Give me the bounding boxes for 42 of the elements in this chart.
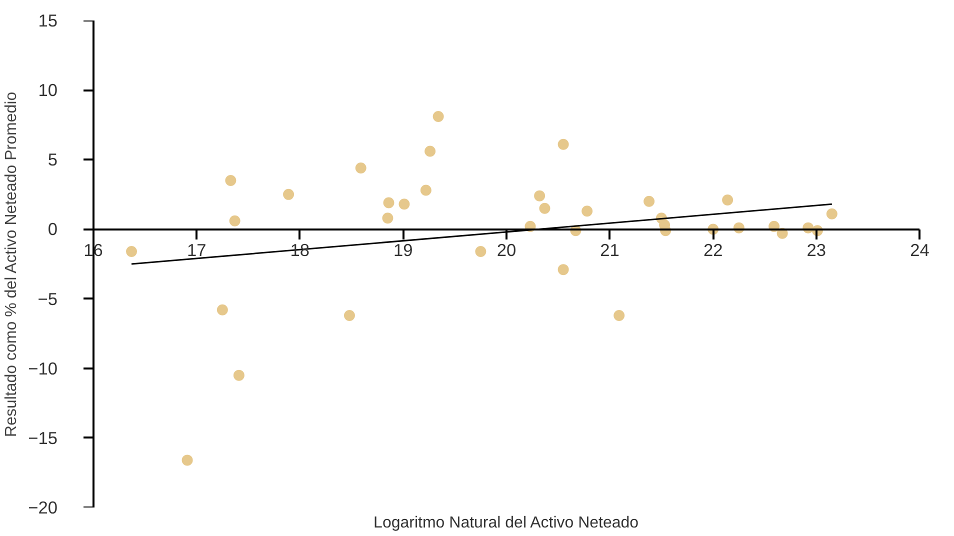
- point: [614, 310, 625, 321]
- y-tick-label: −5: [38, 288, 58, 309]
- point: [644, 196, 655, 207]
- y-axis-title: Resultado como % del Activo Neteado Promedio: [3, 92, 20, 437]
- x-tick-label: 24: [910, 240, 930, 260]
- y-tick-label: 5: [48, 150, 58, 170]
- point: [420, 184, 432, 196]
- point: [225, 175, 236, 186]
- x-axis-title: Logaritmo Natural del Activo Neteado: [374, 514, 639, 532]
- x-tick-label: 21: [600, 240, 620, 260]
- point: [558, 138, 569, 150]
- y-tick-label: 10: [38, 80, 58, 100]
- point: [722, 194, 734, 206]
- y-tick-label: −20: [28, 498, 58, 518]
- point: [382, 212, 394, 224]
- point: [582, 206, 593, 217]
- point: [383, 197, 394, 208]
- point: [398, 198, 410, 210]
- x-tick-label: 22: [703, 240, 723, 260]
- point: [534, 190, 546, 202]
- y-tick-label: −10: [28, 358, 58, 378]
- point: [558, 264, 569, 276]
- point: [539, 202, 550, 214]
- point: [229, 215, 240, 226]
- x-tick-label: 23: [806, 240, 826, 260]
- point: [283, 188, 294, 200]
- point: [424, 146, 436, 157]
- point: [432, 111, 444, 122]
- x-tick-label: 17: [186, 240, 206, 260]
- x-tick-label: 19: [394, 240, 413, 260]
- point: [216, 304, 228, 316]
- point: [475, 246, 486, 257]
- point: [233, 370, 244, 381]
- point: [355, 162, 366, 174]
- y-tick-label: 15: [38, 10, 58, 30]
- point: [126, 246, 138, 257]
- x-tick-label: 20: [496, 240, 516, 260]
- y-tick-label: −15: [28, 428, 58, 448]
- y-tick-label: 0: [48, 219, 58, 240]
- point: [826, 208, 838, 220]
- point: [182, 454, 193, 466]
- point: [344, 310, 355, 321]
